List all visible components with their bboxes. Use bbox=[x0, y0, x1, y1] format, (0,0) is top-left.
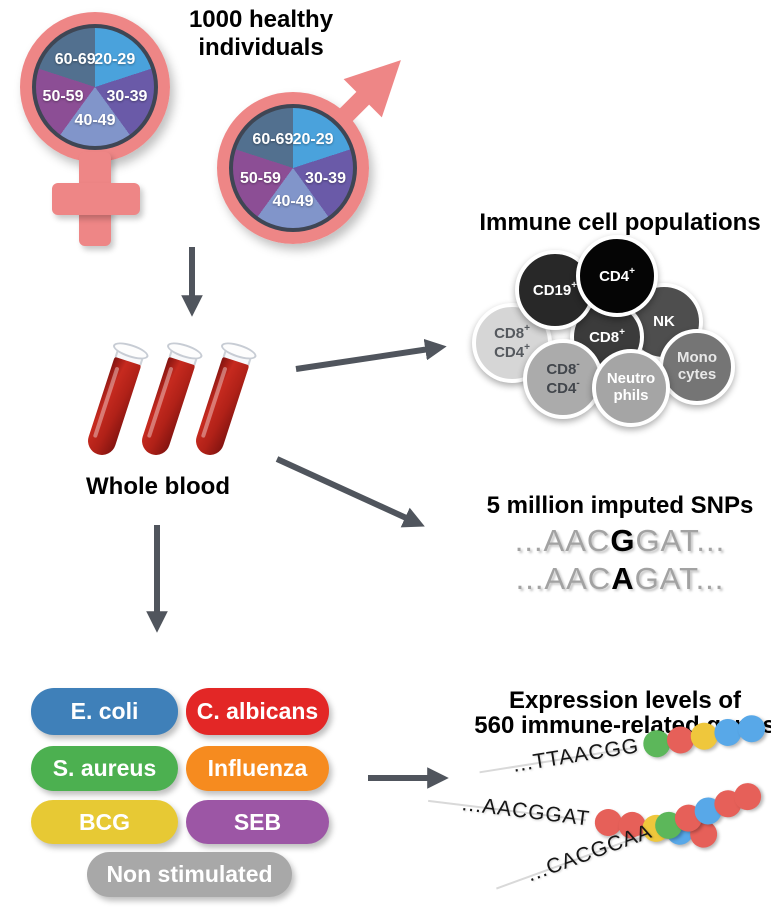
cell-label: CD8+ bbox=[589, 326, 625, 346]
stimulus-label: BCG bbox=[78, 808, 131, 835]
stimulus-pill-s-aureus: S. aureus bbox=[31, 746, 178, 791]
stimulus-pill-bcg: BCG bbox=[31, 800, 178, 844]
snp-sequences: ...AACGGAT... ...AACAGAT... bbox=[450, 522, 771, 598]
stimulus-label: SEB bbox=[233, 808, 282, 835]
stimulus-pill-e-coli: E. coli bbox=[31, 688, 178, 735]
stimulus-pill-c-albicans: C. albicans bbox=[186, 688, 329, 735]
snp-variant-allele: G bbox=[610, 523, 636, 558]
cell-label: Mono bbox=[677, 349, 717, 367]
stimulus-label: Influenza bbox=[207, 755, 308, 781]
cell-label: CD8- bbox=[546, 359, 580, 379]
marker-sign: - bbox=[576, 359, 580, 371]
age-group-label: 50-59 bbox=[42, 88, 84, 106]
snp-sequence: ...AACGGAT... bbox=[514, 523, 726, 558]
cell-label: CD19+ bbox=[532, 279, 578, 299]
whole-blood-label: Whole blood bbox=[86, 473, 230, 500]
cell-circle-monocytes: Mono cytes bbox=[659, 329, 735, 405]
gene-sequence-text: ...TTAACGG bbox=[511, 734, 641, 777]
expression-dot-blue bbox=[736, 712, 768, 744]
age-group-label: 50-59 bbox=[240, 169, 281, 187]
male-age-pie-chart: 20-29 30-39 40-49 50-59 60-69 bbox=[229, 104, 357, 232]
cell-label: CD4+ bbox=[494, 342, 530, 361]
female-age-pie-chart: 20-29 30-39 40-49 50-59 60-69 bbox=[32, 24, 158, 150]
stimulus-label: S. aureus bbox=[52, 755, 157, 781]
immune-cells-title: Immune cell populations bbox=[479, 209, 761, 236]
stimulus-pill-non-stimulated: Non stimulated bbox=[87, 852, 292, 897]
gene-sequence-row: ...CACGCAA bbox=[523, 778, 766, 889]
arrow-blood-to-snps bbox=[275, 456, 425, 528]
marker-sign: + bbox=[524, 323, 530, 335]
gene-sequence-text: ...AACGGAT bbox=[460, 792, 592, 831]
marker-sign: + bbox=[524, 342, 530, 353]
cell-label: CD4- bbox=[546, 378, 580, 397]
stimulus-pill-seb: SEB bbox=[186, 800, 329, 844]
age-group-label: 20-29 bbox=[94, 50, 136, 68]
marker-sign: + bbox=[619, 326, 625, 338]
age-group-label: 40-49 bbox=[74, 111, 116, 129]
female-symbol-crossbar bbox=[52, 183, 140, 215]
cell-label: CD8+ bbox=[494, 323, 530, 343]
cell-circle-neutrophils: Neutro phils bbox=[592, 349, 670, 427]
stimulus-pill-influenza: Influenza bbox=[186, 746, 329, 791]
arrow-blood-to-cells bbox=[295, 338, 447, 372]
cell-label: Neutro bbox=[606, 370, 656, 388]
snp-sequence: ...AACAGAT... bbox=[515, 561, 725, 596]
age-group-label: 30-39 bbox=[305, 169, 346, 187]
cell-label: CD4+ bbox=[599, 265, 635, 285]
age-group-label: 60-69 bbox=[54, 50, 96, 68]
cohort-title: 1000 healthy individuals bbox=[188, 6, 334, 61]
cell-circle-cd8neg-cd4neg: CD8- CD4- bbox=[523, 339, 603, 419]
age-group-label: 40-49 bbox=[272, 193, 314, 211]
age-group-label: 20-29 bbox=[292, 131, 334, 149]
snp-variant-allele: A bbox=[611, 561, 635, 596]
age-group-label: 60-69 bbox=[252, 131, 294, 149]
marker-sign: + bbox=[629, 265, 635, 277]
male-symbol-arrow bbox=[338, 60, 401, 123]
marker-sign: + bbox=[571, 279, 578, 291]
expression-title-line1: Expression levels of bbox=[508, 687, 742, 714]
stimulus-label: C. albicans bbox=[196, 698, 319, 724]
stimulus-label: E. coli bbox=[70, 698, 139, 724]
marker-sign: - bbox=[576, 378, 580, 389]
age-group-label: 30-39 bbox=[106, 88, 148, 106]
cell-label: NK bbox=[653, 312, 675, 330]
cell-circle-cd4pos: CD4+ bbox=[576, 235, 658, 317]
stimulus-label: Non stimulated bbox=[106, 861, 273, 887]
cell-label: cytes bbox=[677, 366, 717, 383]
snps-title: 5 million imputed SNPs bbox=[486, 492, 754, 519]
cell-label: phils bbox=[613, 387, 649, 404]
